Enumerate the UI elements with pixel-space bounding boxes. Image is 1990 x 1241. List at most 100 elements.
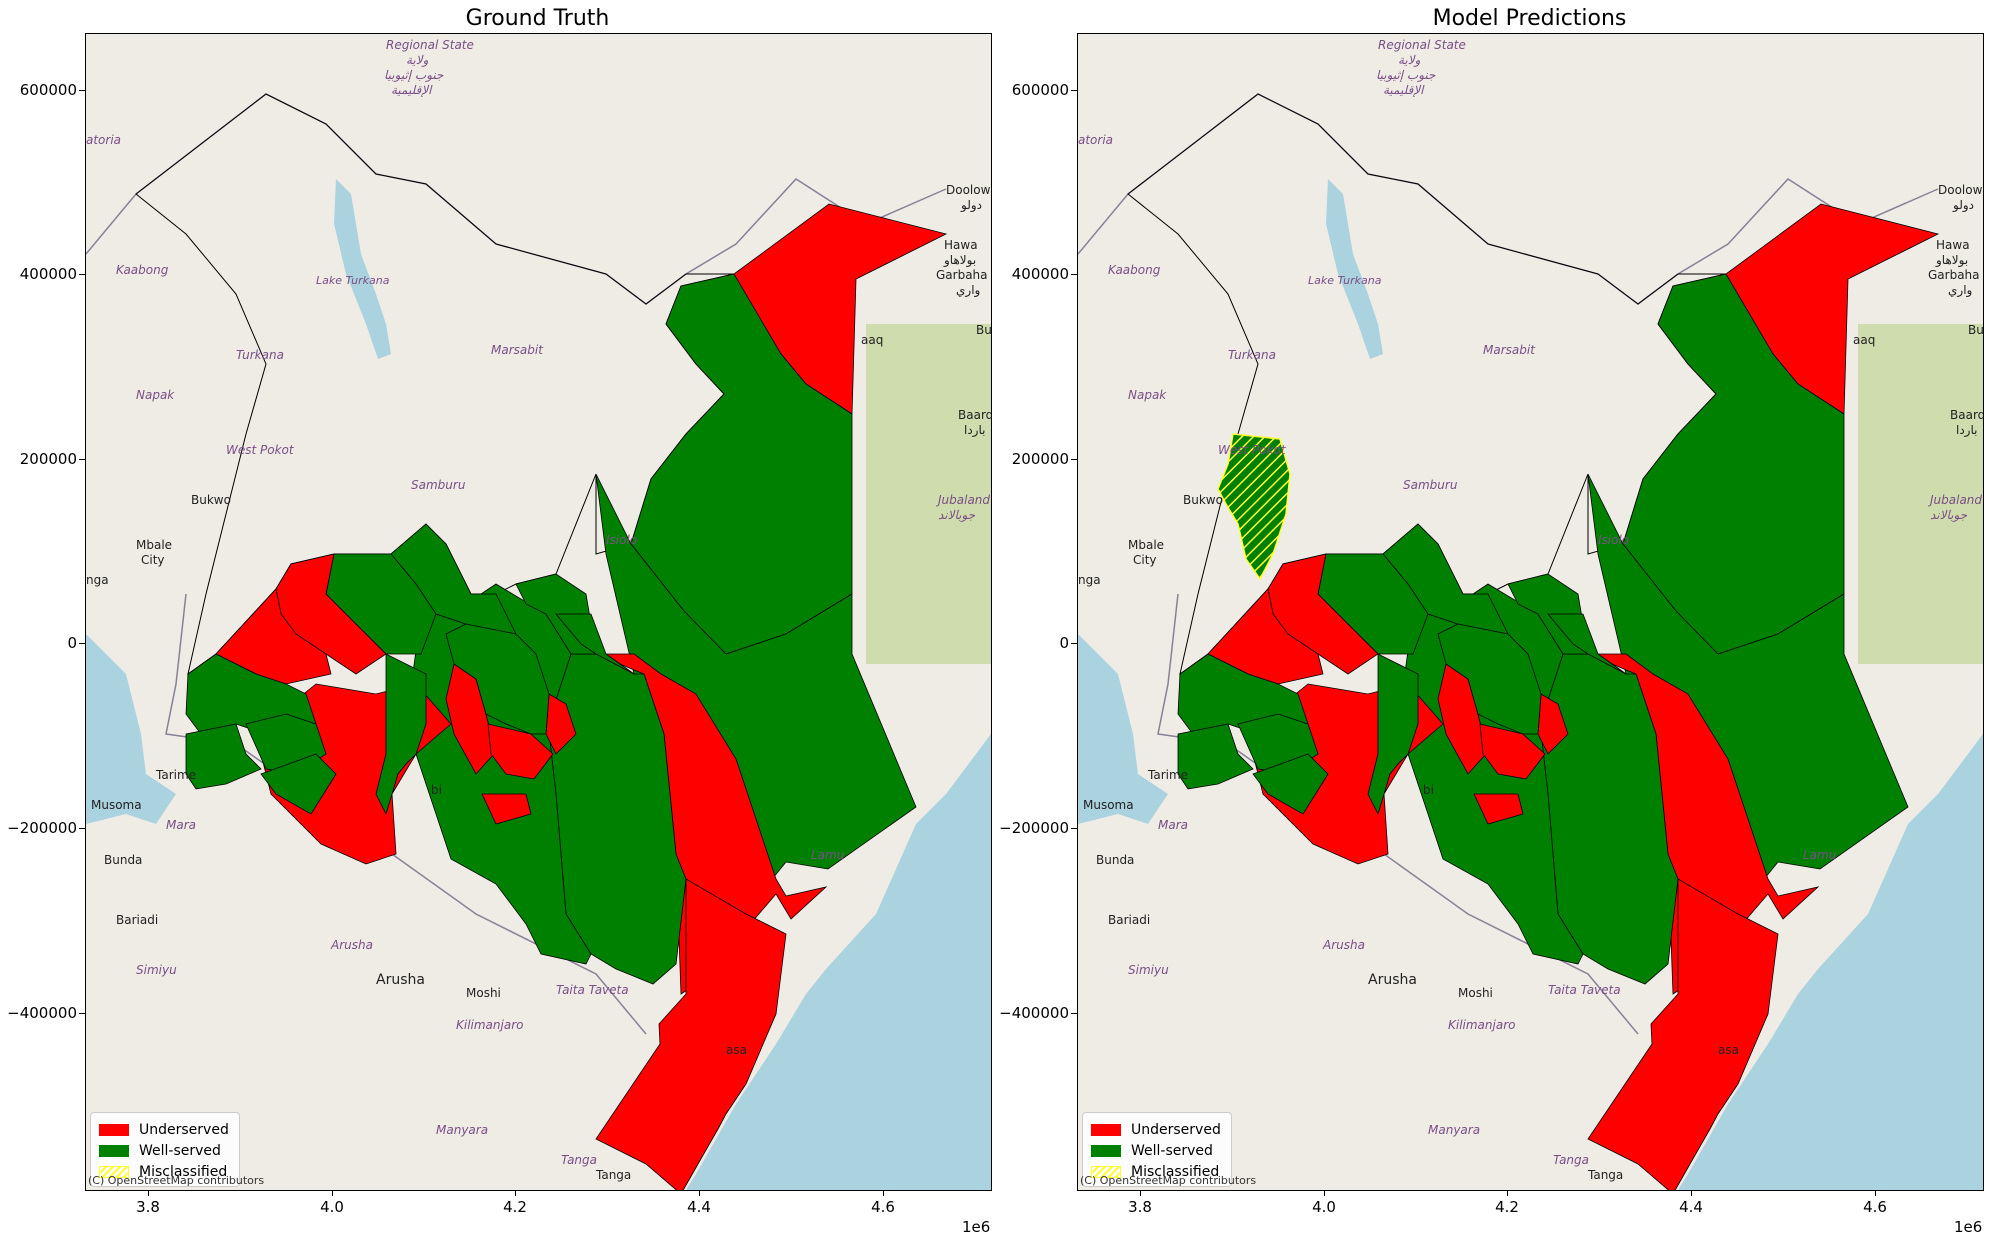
basemap-label-marsabit: Marsabit [491, 343, 544, 357]
x-tick-label: 3.8 [136, 1198, 160, 1216]
y-tick-mark [1071, 643, 1077, 644]
x-tick-label: 4.4 [687, 1198, 711, 1216]
basemap-label-kaabong: Kaabong [116, 263, 169, 277]
basemap-label-baardi-ar: باردا [964, 423, 985, 438]
x-tick-label: 4.0 [320, 1198, 344, 1216]
legend-label: Well-served [1131, 1142, 1213, 1159]
y-tick-mark [79, 90, 85, 91]
basemap-label-bunda: Bunda [1096, 853, 1134, 867]
basemap-label-west-pokot: West Pokot [1218, 443, 1287, 457]
basemap-label-regional-state-ar: الإقليمية [1383, 83, 1425, 97]
basemap-label-bu: Bu [1968, 323, 1983, 337]
y-tick-mark [1071, 90, 1077, 91]
x-tick-label: 4.2 [1495, 1198, 1519, 1216]
basemap-label-regional-state-ar: ولاية [406, 53, 429, 67]
basemap-label-regional-state-ar: الإقليمية [391, 83, 433, 97]
park-area [1858, 324, 1983, 664]
y-tick-mark [1071, 274, 1077, 275]
y-tick-mark [79, 1013, 85, 1014]
basemap-label-doolow: Doolow [1938, 183, 1983, 197]
legend-item-misclassified: Misclassified [1091, 1161, 1221, 1182]
map-attribution: (C) OpenStreetMap contributors [1080, 1174, 1257, 1187]
basemap-label-jubaland-ar: جوبالاند [1930, 508, 1968, 522]
county-underserved [481, 793, 532, 825]
basemap-label-mbale: Mbale [136, 538, 172, 552]
panel-model-predictions: Model Predictions Regional State ولاية جنو… [993, 0, 1990, 1241]
x-tick-label: 4.6 [1863, 1198, 1887, 1216]
x-tick-mark [1691, 1190, 1692, 1196]
basemap-label-garbaha: Garbaha [936, 268, 988, 282]
y-tick-label: 0 [1059, 634, 1069, 652]
basemap-label-kilimanjaro: Kilimanjaro [1448, 1018, 1515, 1032]
basemap-label-tanga-city: Tanga [595, 1168, 631, 1182]
basemap-label-garbaha-ar: واري [1948, 283, 1972, 298]
basemap-label-hawa: Hawa [1936, 238, 1970, 252]
x-tick-mark [883, 1190, 884, 1196]
y-tick-mark [1071, 459, 1077, 460]
y-tick-label: −400000 [999, 1004, 1069, 1022]
county-well-served [1177, 723, 1254, 790]
basemap-label-asa: asa [1718, 1043, 1739, 1057]
legend-item-well-served: Well-served [1091, 1140, 1221, 1161]
lake-turkana [1326, 179, 1383, 359]
county-well-served [375, 653, 427, 816]
basemap-label-simiyu: Simiyu [136, 963, 177, 977]
panel-title: Ground Truth [465, 6, 610, 31]
basemap-label-arusha-region: Arusha [330, 938, 373, 952]
y-tick-label: −200000 [7, 819, 77, 837]
basemap-label-bu: Bu [976, 323, 991, 337]
basemap-label-kilimanjaro: Kilimanjaro [456, 1018, 523, 1032]
basemap-label-tarime: Tarime [1147, 768, 1188, 782]
basemap-label-atoria: atoria [86, 133, 121, 147]
lake-victoria [1078, 634, 1168, 824]
basemap-label-kaabong: Kaabong [1108, 263, 1161, 277]
y-tick-label: −400000 [7, 1004, 77, 1022]
y-tick-label: 400000 [1011, 265, 1069, 283]
indian-ocean [1678, 734, 1983, 1190]
y-tick-label: −200000 [999, 819, 1069, 837]
basemap-label-garbaha: Garbaha [1928, 268, 1980, 282]
basemap-label-tarime: Tarime [155, 768, 196, 782]
x-tick-mark [1875, 1190, 1876, 1196]
basemap-label-tanga-region: Tanga [561, 1153, 597, 1167]
indian-ocean [686, 734, 991, 1190]
basemap-label-regional-state-ar: ولاية [1398, 53, 1421, 67]
basemap-label-arusha-region: Arusha [1322, 938, 1365, 952]
county-well-served [1437, 623, 1542, 735]
basemap-label-jubaland: Jubaland [936, 493, 990, 507]
legend: Underserved Well-served Misclassified [1082, 1112, 1232, 1187]
y-tick-mark [1071, 1013, 1077, 1014]
basemap-label-baardi: Baardi [1950, 408, 1983, 422]
legend-label: Misclassified [1131, 1163, 1220, 1180]
basemap-label-regional-state: Regional State [1378, 38, 1466, 52]
basemap-label-tanga-region: Tanga [1553, 1153, 1589, 1167]
basemap-label-mbale: Mbale [1128, 538, 1164, 552]
basemap-label-doolow: Doolow [946, 183, 991, 197]
panel-ground-truth: Ground Truth Regional State ولاية جنوب إثي… [7, 6, 992, 1236]
basemap-label-regional-state-ar: جنوب إثيوبيا [1376, 68, 1436, 82]
x-axis-offset: 1e6 [962, 1218, 991, 1236]
x-tick-label: 4.6 [871, 1198, 895, 1216]
legend-swatch-red [1091, 1123, 1121, 1136]
basemap-label-aaq: aaq [1853, 333, 1875, 347]
basemap-label-musoma: Musoma [1083, 798, 1134, 812]
x-tick-mark [1140, 1190, 1141, 1196]
basemap-label-doolow-ar: دولو [960, 198, 982, 213]
county-underserved [595, 878, 787, 1190]
map-attribution: (C) OpenStreetMap contributors [88, 1174, 265, 1187]
basemap-label-west-pokot: West Pokot [226, 443, 295, 457]
y-tick-mark [1071, 828, 1077, 829]
lake-turkana [334, 179, 391, 359]
basemap-label-nga: nga [1078, 573, 1101, 587]
legend-label: Well-served [139, 1142, 221, 1159]
legend-swatch-hatch [1091, 1165, 1121, 1178]
basemap-label-atoria: atoria [1078, 133, 1113, 147]
legend-item-underserved: Underserved [99, 1119, 229, 1140]
legend-label: Underserved [1131, 1121, 1221, 1138]
x-tick-mark [332, 1190, 333, 1196]
basemap-label-regional-state: Regional State [386, 38, 474, 52]
county-well-served [260, 753, 337, 815]
basemap-label-moshi: Moshi [1458, 986, 1493, 1000]
